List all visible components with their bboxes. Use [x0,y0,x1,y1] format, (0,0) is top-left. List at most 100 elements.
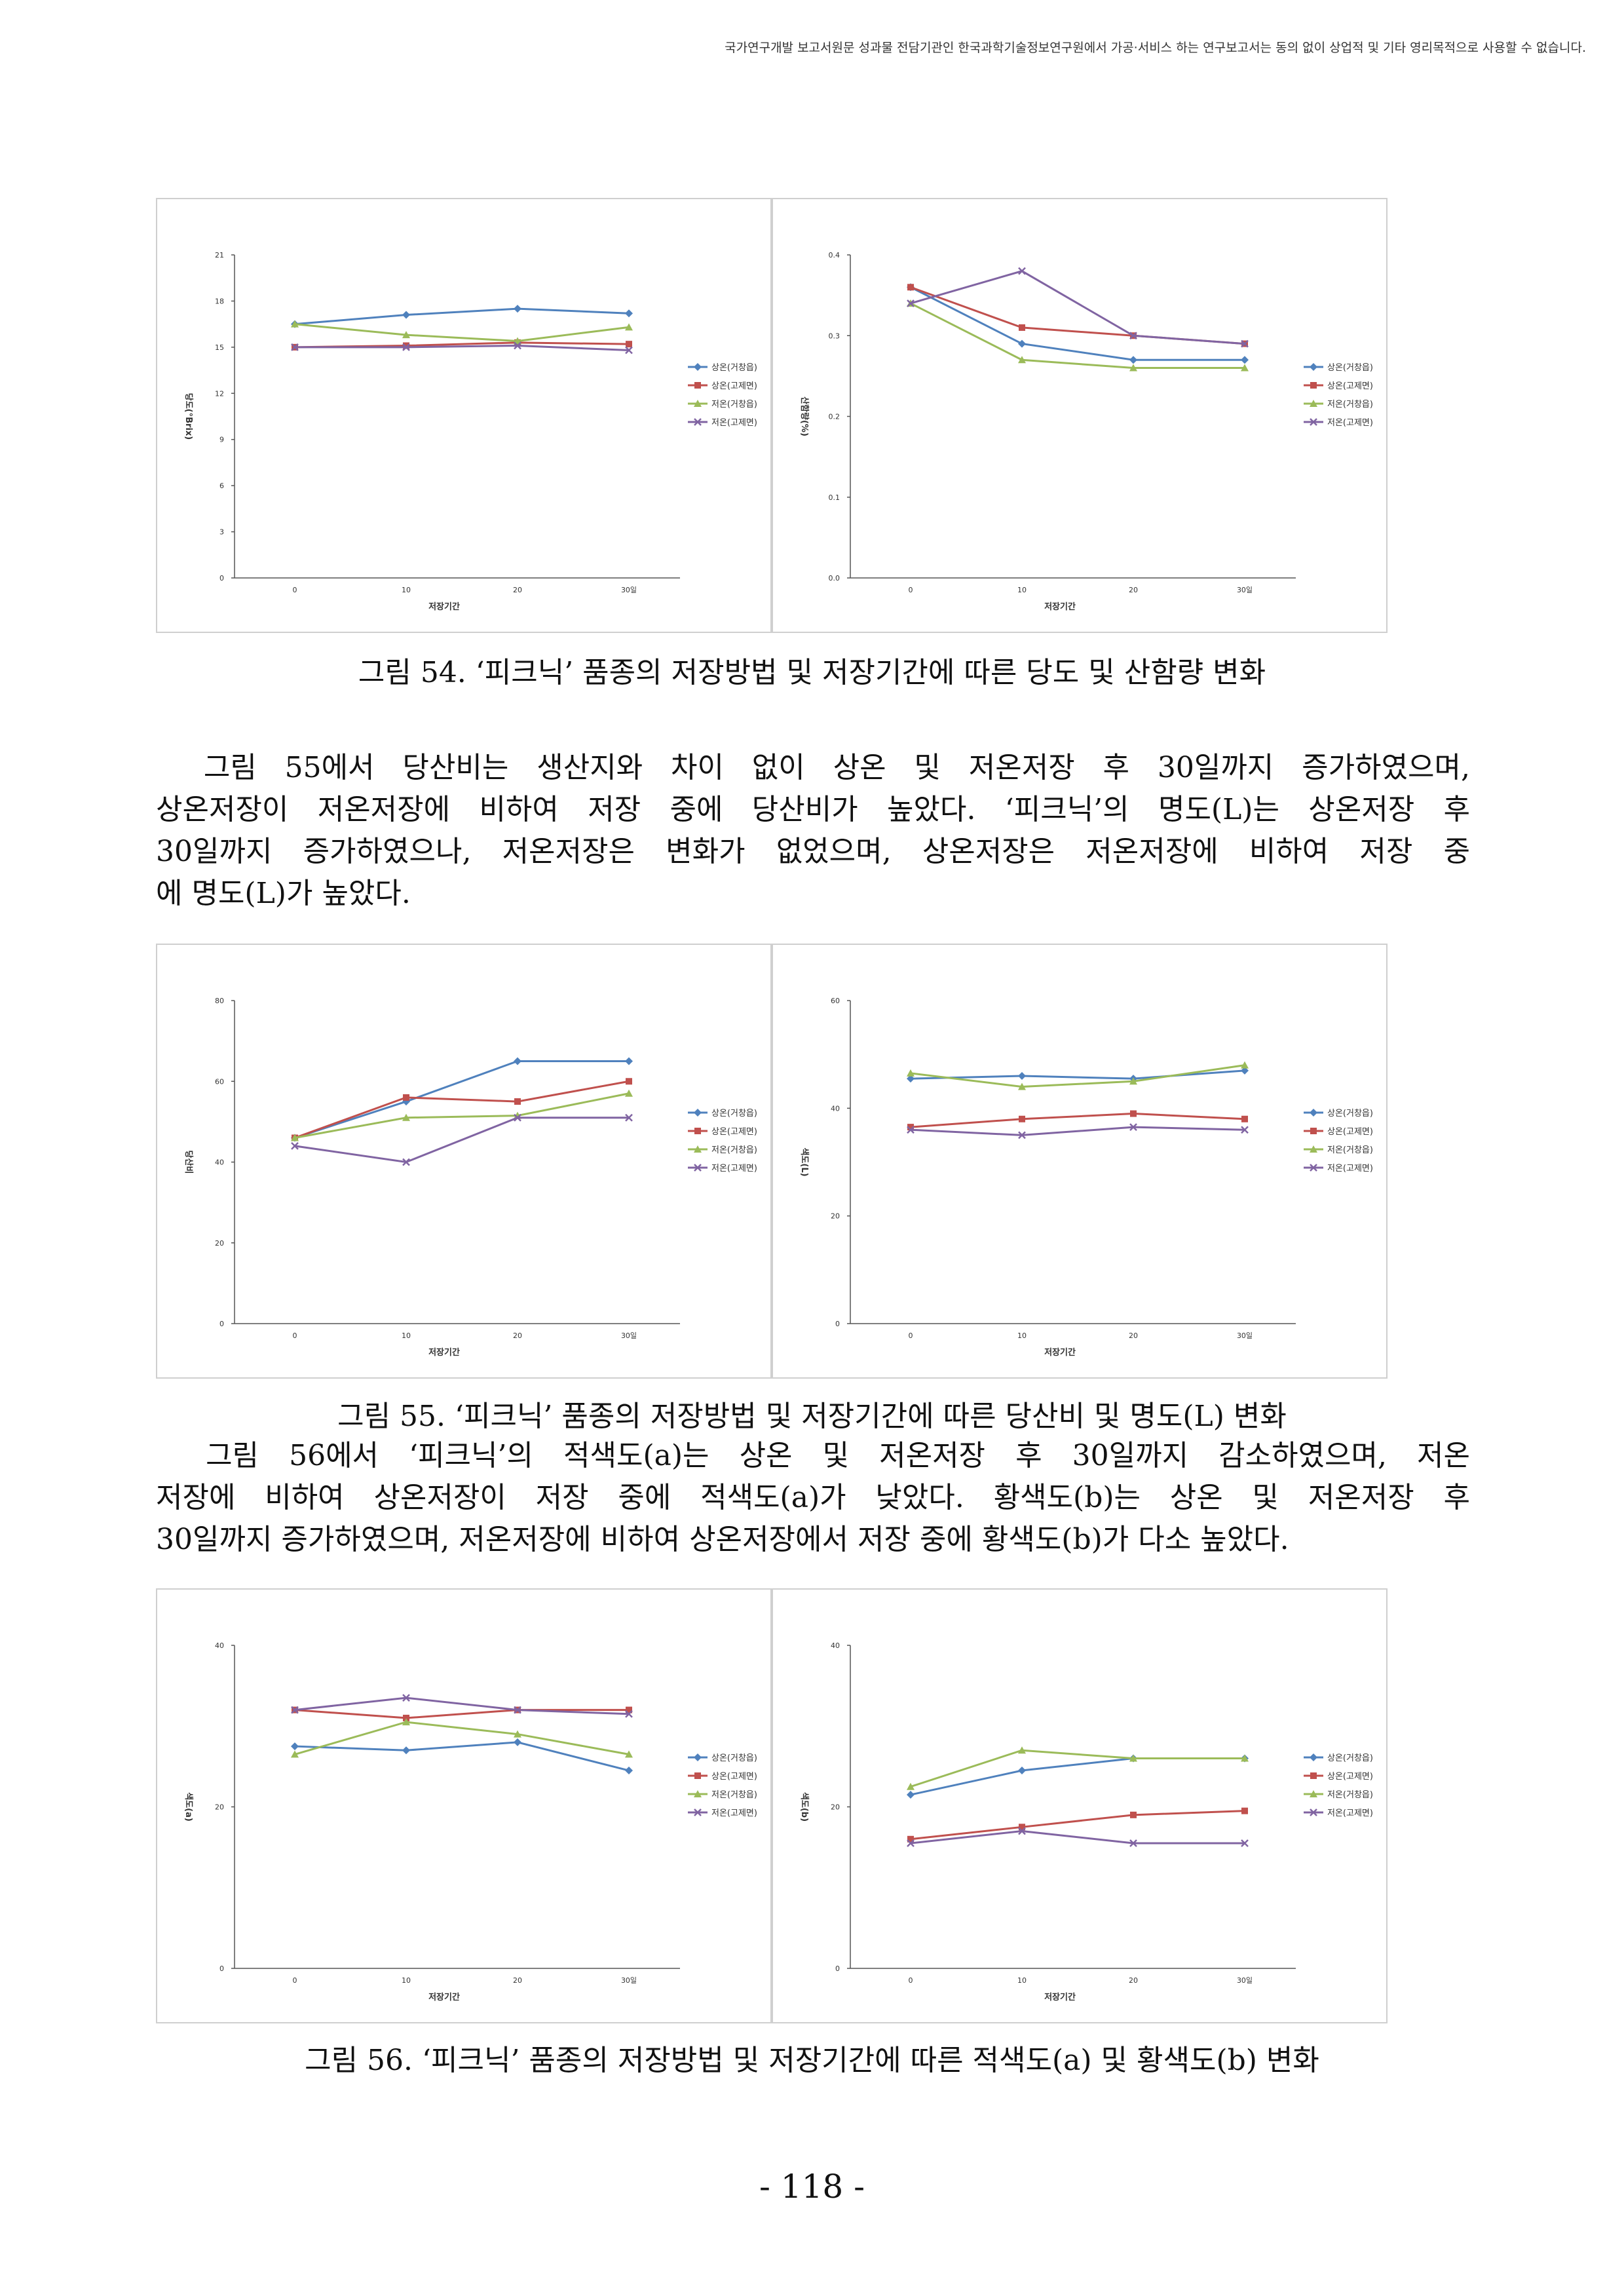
x-tick-label: 20 [513,1976,522,1985]
data-point [626,1706,632,1713]
data-point [402,1746,410,1755]
data-point [1129,332,1137,340]
data-point [694,1790,702,1797]
data-point [402,331,410,339]
data-point [694,363,702,371]
paragraph-1: 그림 55에서 당산비는 생산지와 차이 없이 상온 및 저온저장 후 30일까… [156,747,1470,915]
series-markers [907,1061,1249,1090]
chart-yellowness-b: 0 20 40 0 10 20 30일 저장기간 색도(b) 상온(거창읍) 상온(고제면) 저온(거… [772,1588,1388,2023]
data-point [907,1839,915,1847]
y-tick-label: 40 [215,1641,224,1650]
data-point [403,342,409,349]
series-line [295,345,630,352]
legend-label: 저온(고제면) [1327,1164,1373,1174]
x-tick-label: 10 [1017,1331,1027,1340]
data-point [694,1145,702,1153]
data-point [907,1835,914,1843]
data-point [291,1141,299,1150]
data-point [907,284,914,291]
y-tick-label: 40 [831,1104,840,1113]
y-tick-label: 0 [219,574,224,583]
chart-redness-a: 0 20 40 0 10 20 30일 저장기간 색도(a) 상온(거창읍) 상온(고제면) 저온(거… [156,1588,772,2023]
legend-marker [1310,400,1317,407]
data-point [907,1075,915,1083]
data-point [1310,1808,1317,1816]
series-line [294,1060,629,1139]
series-markers [907,1123,1249,1139]
x-axis-label: 저장기간 [428,1992,460,2002]
data-point [1241,364,1249,372]
data-point [1241,339,1249,348]
data-point [625,1113,633,1122]
legend-label: 저온(고제면) [711,1808,757,1818]
y-axis-label: 색도(L) [799,1147,809,1176]
data-point [1129,1077,1137,1085]
data-point [1130,1110,1137,1117]
y-tick-label: 20 [831,1803,840,1812]
data-point [291,343,299,351]
series-markers [291,341,633,354]
data-point [291,1134,299,1141]
legend-label: 상온(고제면) [1327,381,1373,391]
x-tick-label: 30일 [1237,585,1253,594]
legend-marker [694,400,702,407]
x-tick-label: 30일 [621,1976,637,1985]
page-number: - 118 - [759,2168,865,2206]
x-axis-label: 저장기간 [1044,602,1076,612]
data-point [1310,382,1317,389]
series-line [294,323,630,342]
x-tick-label: 10 [402,586,411,594]
legend-label: 상온(거창읍) [711,1109,757,1119]
data-point [694,1753,702,1761]
data-point [1241,1839,1249,1847]
copyright-notice: 국가연구개발 보고서원문 성과물 전담기관인 한국과학기술정보연구원에서 가공·… [725,41,1586,55]
x-tick-label: 20 [513,586,522,594]
legend-marker [1310,363,1317,371]
data-point [402,1158,410,1166]
x-axis-label: 저장기간 [428,602,460,612]
data-point [1310,418,1317,426]
legend-marker [694,1790,702,1797]
y-tick-label: 0.3 [829,332,840,340]
data-point [514,1057,521,1065]
figure-54: 0 3 6 9 12 15 18 21 0 10 20 30일 저장기간 당도(°Brix) 상온(거창읍)… [156,198,1388,633]
legend-label: 상온(거창읍) [711,1753,757,1763]
data-point [1018,1131,1026,1139]
y-tick-label: 0.2 [829,413,840,421]
legend-label: 상온(거창읍) [1327,1109,1373,1119]
legend-marker [694,1145,702,1153]
series-markers [907,1807,1248,1843]
data-point [625,1089,633,1097]
data-point [1241,1754,1249,1762]
legend-marker [694,382,701,389]
paragraph-2: 그림 56에서 ‘피크닉’의 적색도(a)는 상온 및 저온저장 후 30일까지… [156,1435,1470,1561]
data-point [694,1808,702,1816]
data-point [625,1767,633,1775]
legend-marker [694,418,702,426]
legend-marker [694,363,702,371]
data-point [514,1706,521,1714]
x-axis-label: 저장기간 [1044,1347,1076,1358]
x-tick-label: 10 [402,1976,411,1985]
data-point [907,1124,914,1131]
series-line [294,1117,629,1164]
data-point [1310,1790,1317,1797]
data-point [1310,1128,1317,1134]
legend-label: 저온(고제면) [711,418,757,428]
data-point [514,1738,521,1746]
paragraph-line: 30일까지 증가하였으나, 저온저장은 변화가 없었으며, 상온저장은 저온저장… [156,835,1470,868]
y-tick-label: 80 [215,997,224,1005]
x-tick-label: 20 [1129,586,1138,594]
data-point [694,400,702,407]
data-point [1018,1827,1026,1835]
x-tick-label: 0 [909,1331,913,1340]
series-markers [291,1738,633,1775]
series-line [294,1721,630,1755]
y-axis-label: 당도(°Brix) [183,393,194,440]
x-tick-label: 20 [1129,1331,1138,1340]
data-point [1310,363,1317,371]
chart-sugar-content: 0 3 6 9 12 15 18 21 0 10 20 30일 저장기간 당도(°Brix) 상온(거창읍)… [156,198,772,633]
figure-54-caption: 그림 54. ‘피크닉’ 품종의 저장방법 및 저장기간에 따른 당도 및 산함… [358,656,1266,689]
legend-label: 저온(거창읍) [1327,1790,1373,1800]
legend-marker [694,1164,702,1172]
